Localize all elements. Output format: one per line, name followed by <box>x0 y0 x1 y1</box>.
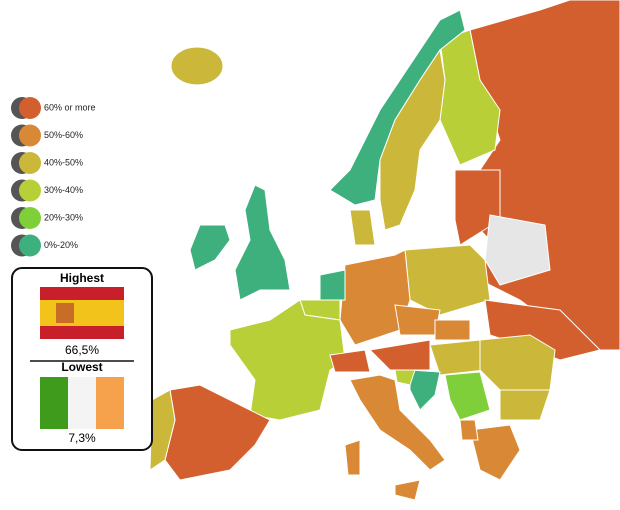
norway <box>329 9 466 206</box>
legend-label: 40%-50% <box>44 157 83 167</box>
bulgaria <box>499 389 551 421</box>
legend-label: 30%-40% <box>44 185 83 195</box>
uk <box>234 184 291 301</box>
sweden <box>379 48 446 231</box>
hungary <box>429 339 486 376</box>
sardinia <box>344 439 361 476</box>
ukraine <box>484 299 601 361</box>
ireland <box>189 224 231 271</box>
legend-swatch <box>19 152 41 174</box>
serbia <box>444 371 491 421</box>
legend-label: 50%-60% <box>44 130 83 140</box>
highest-title: Highest <box>60 271 104 285</box>
switzerland <box>329 349 371 373</box>
austria <box>368 339 431 371</box>
legend-swatch <box>19 207 41 229</box>
iceland <box>170 46 224 86</box>
greece <box>469 424 521 481</box>
slovenia <box>394 369 416 386</box>
romania <box>479 334 556 391</box>
legend-swatch <box>19 97 41 119</box>
czechia <box>394 304 441 336</box>
legend-swatch <box>19 234 41 257</box>
ireland-flag <box>40 377 124 429</box>
legend-label: 0%-20% <box>44 240 78 250</box>
highest-value: 66,5% <box>65 343 99 357</box>
sicily <box>394 479 421 501</box>
legend-swatch <box>19 124 41 147</box>
portugal <box>149 389 176 471</box>
legend-label: 20%-30% <box>44 212 83 222</box>
legend-swatch <box>19 179 41 202</box>
denmark <box>349 209 376 246</box>
legend-label: 60% or more <box>44 102 96 112</box>
france <box>229 299 346 421</box>
lowest-title: Lowest <box>61 360 102 374</box>
italy <box>349 374 446 471</box>
croatia <box>409 369 441 411</box>
belarus <box>484 214 551 286</box>
slovakia <box>434 319 471 341</box>
countries <box>149 0 620 501</box>
albania <box>459 419 479 441</box>
legend: 60% or more 50%-60% 40%-50% 30%-40% 20%-30% 0… <box>11 97 96 257</box>
spain-flag <box>40 287 124 339</box>
poland <box>404 244 491 316</box>
lowest-value: 7,3% <box>68 431 96 445</box>
netherlands <box>319 269 346 301</box>
